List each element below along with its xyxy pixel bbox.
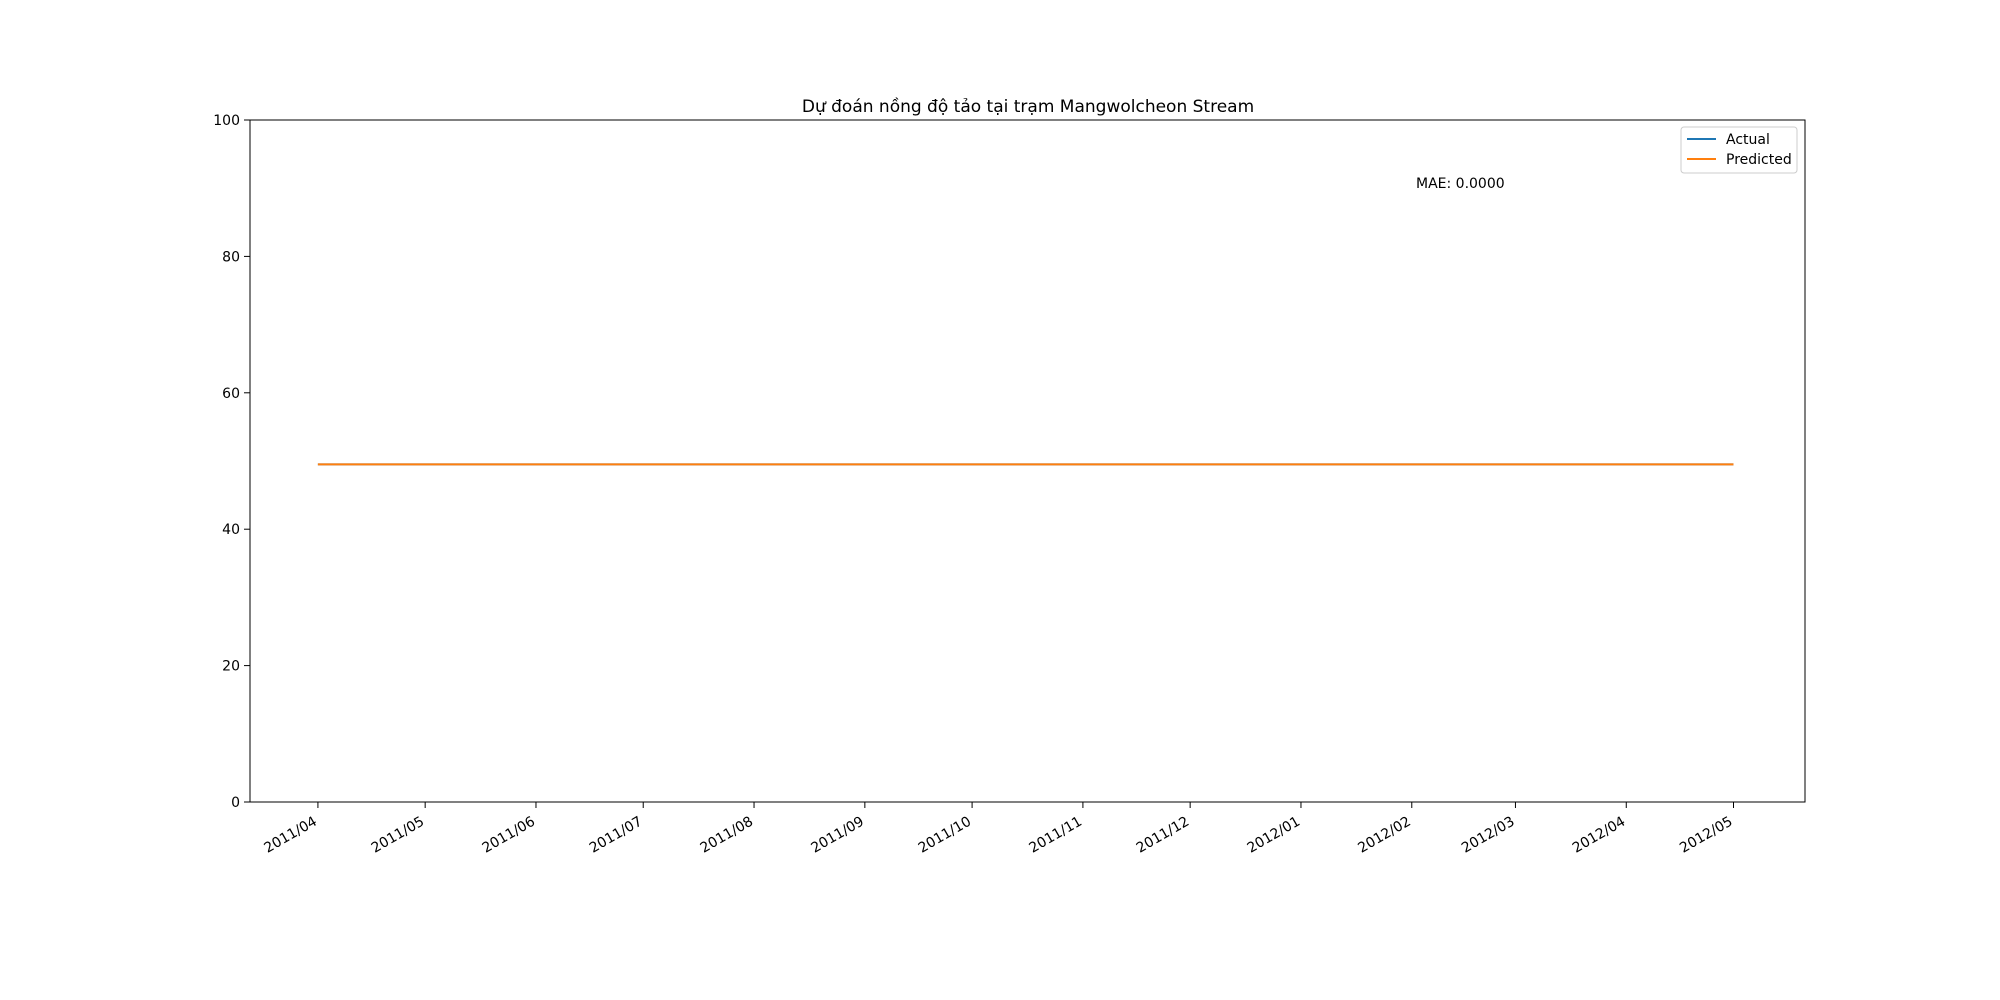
y-tick-label: 80 (222, 249, 240, 265)
y-axis: 0 20 40 60 80 100 (213, 113, 250, 811)
y-tick-label: 100 (213, 113, 240, 129)
x-tick-label: 2011/08 (698, 814, 756, 857)
legend-label-predicted: Predicted (1726, 152, 1792, 168)
x-tick-label: 2011/04 (262, 814, 320, 857)
x-tick-label: 2011/05 (369, 814, 427, 857)
x-tick-label: 2011/11 (1027, 814, 1085, 857)
y-tick-label: 40 (222, 522, 240, 538)
x-tick-label: 2011/09 (808, 814, 866, 857)
x-tick-label: 2012/04 (1570, 814, 1628, 857)
plot-area (249, 119, 1806, 803)
x-tick-label: 2011/06 (480, 814, 538, 857)
x-tick-label: 2012/02 (1355, 814, 1413, 857)
x-tick-label: 2012/01 (1245, 814, 1303, 857)
x-tick-label: 2011/12 (1134, 814, 1192, 857)
y-tick-label: 20 (222, 659, 240, 675)
x-tick-label: 2012/05 (1677, 814, 1735, 857)
x-axis: 2011/04 2011/05 2011/06 2011/07 2011/08 2011/… (262, 802, 1736, 857)
y-tick-label: 0 (231, 795, 240, 811)
mae-annotation: MAE: 0.0000 (1416, 176, 1505, 192)
x-tick-label: 2012/03 (1459, 814, 1517, 857)
legend-label-actual: Actual (1726, 132, 1770, 148)
legend: Actual Predicted (1680, 126, 1798, 174)
x-tick-label: 2011/10 (916, 814, 974, 857)
chart-title: Dự đoán nồng độ tảo tại trạm Mangwolcheo… (802, 96, 1254, 117)
x-tick-label: 2011/07 (587, 814, 645, 857)
y-tick-label: 60 (222, 386, 240, 402)
